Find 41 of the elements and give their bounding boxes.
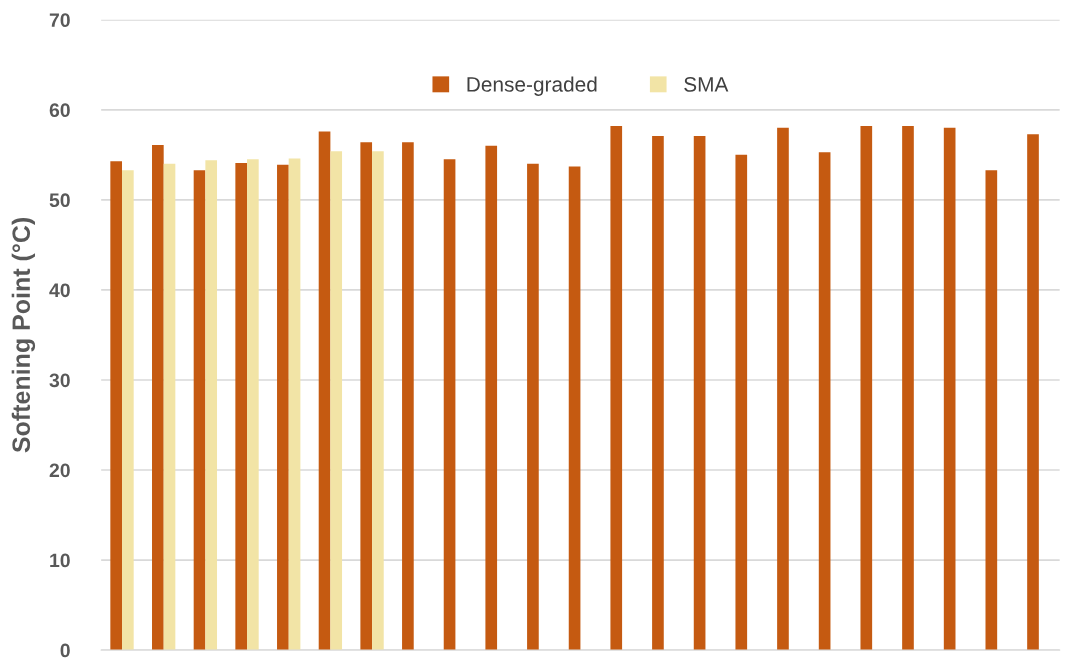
bar — [818, 152, 831, 651]
bar — [1027, 134, 1039, 651]
y-tick-label: 60 — [49, 103, 70, 118]
bar — [860, 126, 873, 651]
legend-label: SMA — [684, 77, 729, 92]
legend-label: Dense-graded — [467, 76, 597, 96]
bar — [247, 159, 259, 651]
bar — [360, 142, 373, 651]
bar — [902, 126, 914, 651]
y-axis-title: Softening Point (°C) — [11, 218, 36, 453]
bar — [152, 144, 164, 651]
bar — [205, 160, 218, 651]
bar — [318, 131, 331, 651]
y-tick-label: 30 — [49, 373, 70, 388]
bar — [985, 170, 998, 651]
bar — [330, 151, 343, 651]
y-tick-label: 40 — [49, 283, 70, 298]
y-tick-label: 50 — [49, 193, 70, 208]
bar — [943, 127, 956, 651]
bar — [235, 162, 248, 651]
bar — [288, 158, 301, 651]
bar — [402, 142, 414, 651]
y-tick-label: 0 — [60, 643, 70, 658]
bar — [277, 164, 289, 651]
y-tick-label: 70 — [49, 13, 70, 28]
bar — [443, 159, 456, 651]
bar — [610, 126, 623, 651]
bar — [777, 127, 789, 651]
bar — [372, 151, 384, 651]
bar — [652, 135, 664, 651]
bar — [693, 135, 706, 651]
bar — [110, 161, 123, 651]
bar — [568, 166, 581, 651]
y-tick-label: 20 — [49, 463, 70, 478]
bar — [193, 170, 206, 651]
bar — [122, 170, 134, 651]
bar — [735, 154, 748, 651]
bar — [527, 163, 539, 651]
y-tick-label: 10 — [50, 553, 70, 568]
bar — [485, 145, 498, 651]
bar — [163, 163, 176, 651]
